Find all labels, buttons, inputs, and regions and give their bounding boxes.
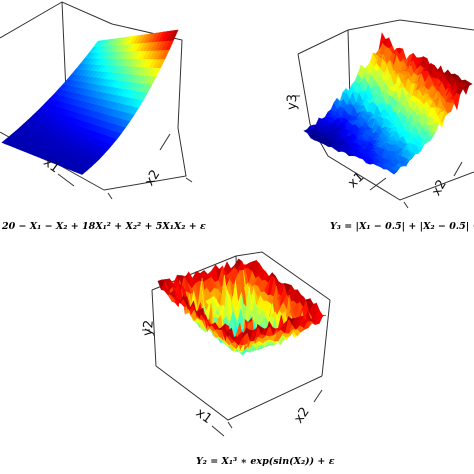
panel-3-axis-ticks [142,329,233,429]
panel-3-x1-arrow [211,425,225,437]
panel-2-x1-arrow [369,177,387,191]
panel-1-x1-arrow [57,173,75,187]
panel-2-caption: Y₃ = |X₁ − 0.5| + |X₂ − 0.5| + [330,221,474,232]
panel-2: y3 x1 x2 Y₃ = |X₁ − 0.5| + |X₂ − 0.5| + [285,19,474,232]
panel-1-surface-cell [169,29,179,41]
panel-1: x1 x2 20 − X₁ − X₂ + 18X₁² + X₂² + 5X₁X₂… [0,1,206,232]
panel-2-surface [303,32,473,175]
panel-2-x2-label: x2 [429,177,450,198]
panel-1-surface [1,29,179,175]
panel-2-y3-label: y3 [285,94,301,110]
panel-2-x1-label: x1 [345,169,367,191]
panel-3-x2-label: x2 [291,405,312,427]
panel-3-caption: Y₂ = X₁³ ∗ exp(sin(X₂)) + ε [196,456,335,467]
panel-3-x1-label: x1 [193,406,215,428]
panel-1-x2-arrow [159,133,171,151]
panel-3-y2-label: y2 [141,319,157,336]
panel-3: y2 x1 x2 Y₂ = X₁³ ∗ exp(sin(X₂)) + ε [141,251,335,467]
panel-3-x2-arrow [313,389,323,403]
panel-1-x2-label: x2 [142,167,163,188]
panel-3-surface [157,258,327,356]
panel-2-box [297,19,474,201]
panel-1-axis-ticks [107,177,193,200]
panel-2-axis-ticks [292,95,409,209]
panel-2-x2-arrow [453,161,463,177]
panel-2-surface-cell [465,81,473,90]
panel-1-caption: 20 − X₁ − X₂ + 18X₁² + X₂² + 5X₁X₂ + ε [1,221,206,232]
panel-3-surface-cell [318,314,327,324]
